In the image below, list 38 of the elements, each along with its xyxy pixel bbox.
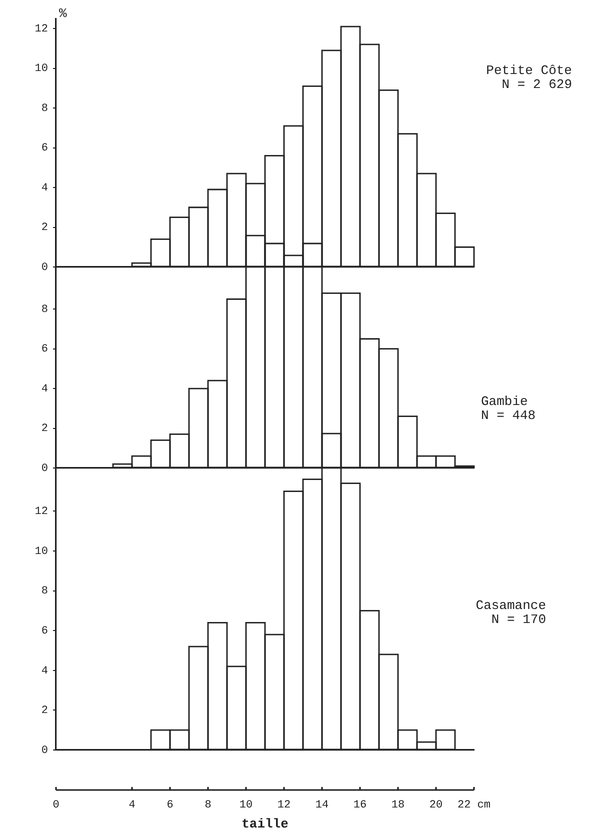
x-tick-label: 14 — [315, 800, 329, 812]
x-tick-label: 0 — [52, 800, 60, 812]
y-tick-label: 0 — [41, 744, 48, 757]
y-tick-label: 10 — [34, 63, 48, 76]
y-axis-title: % — [59, 6, 67, 21]
x-tick-label: 16 — [353, 800, 367, 812]
y-tick-label: 4 — [41, 182, 48, 194]
y-tick-label: 6 — [41, 626, 48, 638]
y-tick-label: 8 — [41, 304, 48, 316]
x-tick-label: 6 — [166, 800, 174, 812]
y-tick-label: 12 — [34, 506, 48, 518]
x-axis-title: taille — [242, 816, 289, 832]
text: Gambie — [481, 394, 529, 409]
x-tick-label: 12 — [277, 800, 291, 812]
x-tick-label: 20 — [429, 800, 443, 812]
text: Casamance — [476, 598, 546, 613]
y-tick-label: 4 — [41, 383, 48, 396]
y-tick-label: 8 — [41, 102, 48, 115]
y-tick-label: 8 — [41, 586, 48, 598]
x-tick-label: 4 — [128, 800, 136, 812]
text: N = 448 — [481, 408, 536, 423]
y-tick-label: 2 — [41, 705, 48, 718]
x-tick-label: 10 — [239, 800, 253, 812]
text: N = 170 — [490, 612, 546, 627]
text: Petite Côte — [486, 63, 572, 78]
x-tick-label: 8 — [204, 800, 212, 812]
y-tick-label: 6 — [41, 142, 48, 155]
y-tick-label: 0 — [41, 462, 48, 475]
y-tick-label: 2 — [41, 423, 48, 436]
y-tick-label: 4 — [41, 665, 48, 678]
y-tick-label: 0 — [41, 262, 48, 274]
x-tick-label: 18 — [391, 800, 405, 812]
text: N = 2 629 — [500, 77, 572, 92]
y-tick-label: 6 — [41, 344, 48, 356]
y-tick-label: 2 — [41, 222, 48, 234]
y-tick-label: 10 — [34, 546, 48, 558]
y-tick-label: 12 — [34, 23, 48, 36]
x-tick-label: 22 cm — [457, 800, 491, 812]
